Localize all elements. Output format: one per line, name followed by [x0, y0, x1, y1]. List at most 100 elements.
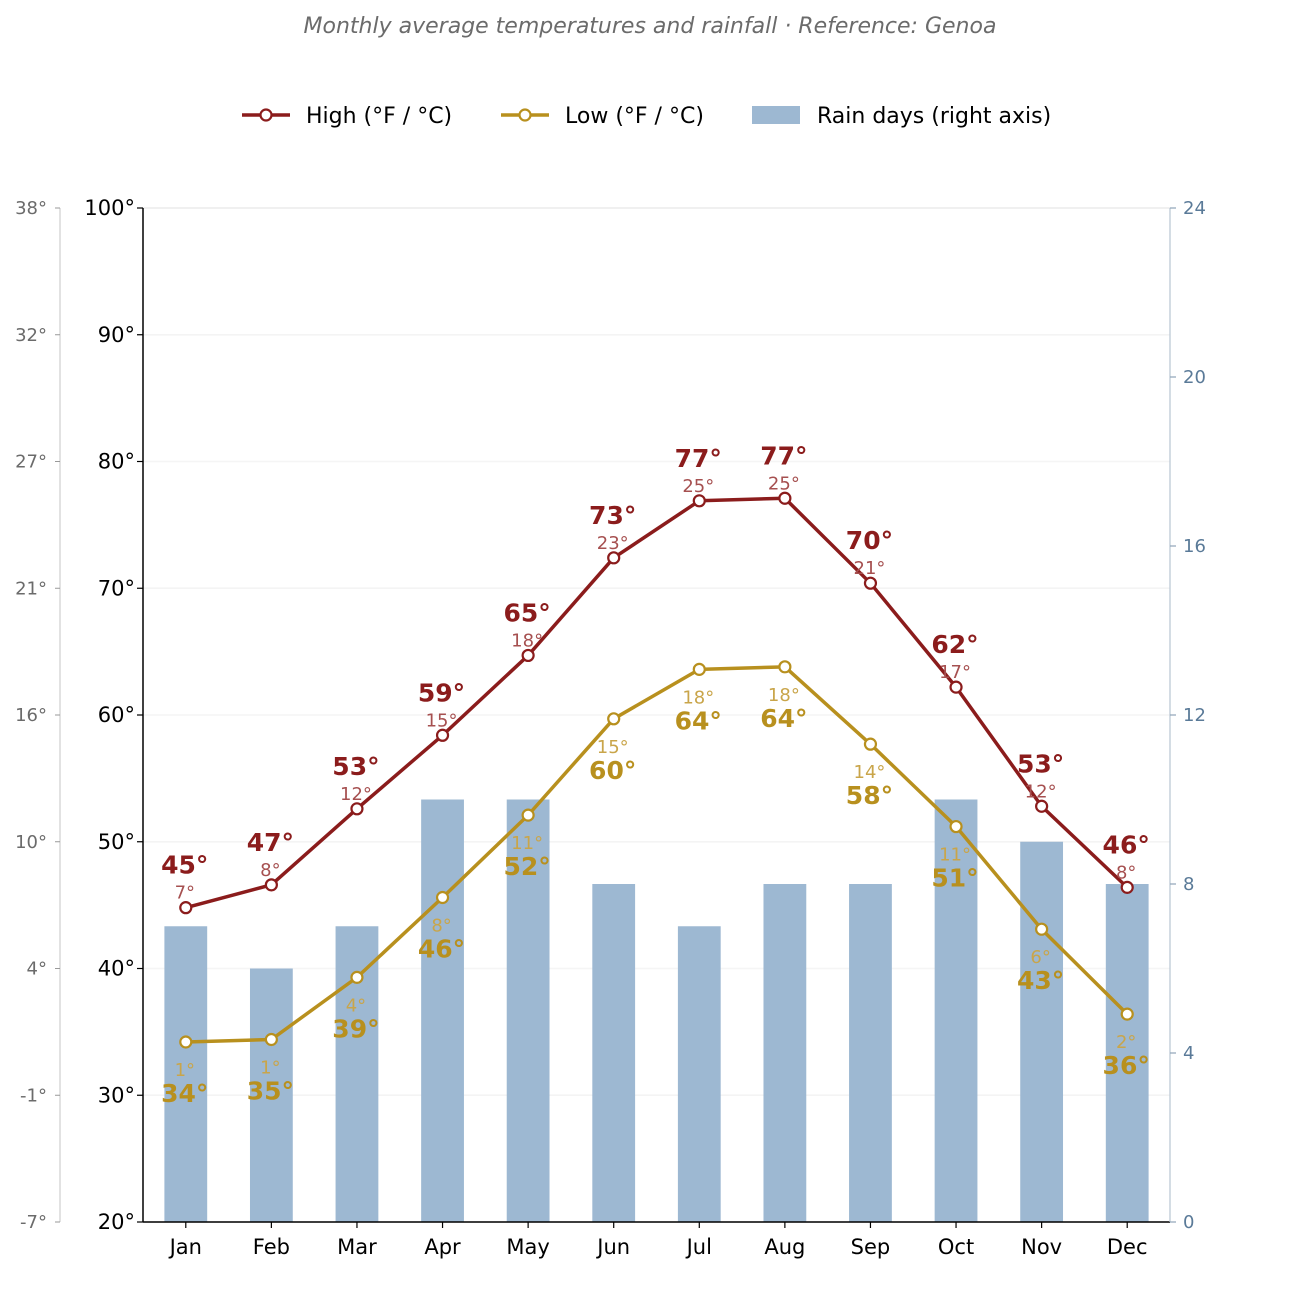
low-point-dec	[1120, 1007, 1134, 1021]
legend-rain-label: Rain days (right axis)	[817, 104, 1051, 129]
y-tick-label-right: 4	[1183, 1043, 1194, 1064]
high-label-c: 23°	[597, 533, 629, 554]
low-label-c: 14°	[854, 762, 886, 783]
x-tick-label-jun: Jun	[595, 1235, 630, 1259]
high-label-c: 25°	[768, 473, 800, 494]
low-label-f: 46°	[418, 935, 465, 964]
rain-bars	[164, 799, 1149, 1222]
rain-bar-apr	[421, 799, 464, 1222]
low-point-may	[521, 808, 535, 822]
low-label-f: 51°	[931, 864, 978, 893]
temperature-lines	[179, 491, 1134, 1049]
high-line	[185, 496, 1129, 910]
high-label-f: 77°	[760, 441, 807, 470]
high-point-aug	[778, 491, 792, 505]
high-point-jan	[179, 901, 193, 915]
high-point-may	[521, 648, 535, 663]
high-point-nov	[1035, 799, 1049, 813]
high-point-feb	[264, 878, 278, 892]
y-tick-label-left: 20°	[98, 1210, 135, 1234]
y-tick-label-celsius: 10°	[15, 832, 47, 853]
data-labels: 45° 7° 47° 8° 53° 12° 59° 15° 65° 18° 73° 23° 77° 25°…	[161, 441, 1150, 1108]
chart-title: Monthly average temperatures and rainfal…	[304, 14, 997, 39]
low-label-c: 18°	[682, 687, 714, 708]
y-tick-label-celsius: 21°	[15, 578, 47, 599]
high-point-jul	[692, 494, 706, 508]
y-tick-label-left: 90°	[98, 323, 135, 347]
legend-low-marker	[518, 108, 532, 122]
y-tick-label-right: 16	[1183, 536, 1206, 557]
low-label-f: 52°	[503, 852, 550, 881]
low-label-c: 15°	[597, 737, 629, 758]
low-label-f: 58°	[846, 781, 893, 810]
y-tick-label-celsius: 4°	[27, 959, 47, 980]
low-label-c: 18°	[768, 685, 800, 706]
high-point-sep	[863, 576, 878, 590]
high-label-f: 46°	[1103, 830, 1150, 859]
low-label-c: 8°	[431, 916, 451, 937]
low-point-oct	[949, 819, 963, 834]
low-label-c: 11°	[511, 833, 543, 854]
rain-bar-jun	[592, 884, 636, 1222]
x-tick-label-may: May	[506, 1235, 549, 1259]
y-tick-label-celsius: 27°	[15, 452, 47, 473]
legend-high-marker	[259, 108, 273, 122]
high-label-f: 65°	[503, 598, 550, 627]
high-point-oct	[949, 680, 963, 694]
y-tick-label-left: 60°	[98, 703, 135, 727]
rain-bar-oct	[934, 799, 978, 1222]
low-line	[185, 665, 1129, 1044]
x-tick-label-jul: Jul	[685, 1235, 712, 1259]
low-label-f: 43°	[1017, 966, 1064, 995]
high-label-c: 8°	[1116, 862, 1136, 883]
high-label-c: 7°	[175, 883, 195, 904]
axes: 20° 30° 40° 50° 60° 70° 80° 90° 100° -7° -1° 4° 10° 1…	[15, 196, 1206, 1259]
high-label-f: 70°	[846, 526, 893, 555]
high-label-c: 21°	[854, 558, 886, 579]
low-point-sep	[863, 737, 878, 751]
y-tick-label-celsius: 32°	[15, 325, 47, 346]
y-tick-label-left: 70°	[98, 576, 135, 600]
high-point-mar	[350, 802, 364, 816]
high-label-c: 8°	[260, 860, 280, 881]
low-label-c: 2°	[1116, 1032, 1136, 1053]
low-label-f: 34°	[161, 1079, 208, 1108]
y-tick-label-left: 50°	[98, 830, 135, 854]
y-tick-label-celsius: -1°	[20, 1085, 47, 1106]
legend-low-label: Low (°F / °C)	[565, 104, 704, 129]
x-tick-label-nov: Nov	[1021, 1235, 1062, 1259]
low-point-nov	[1035, 922, 1049, 936]
y-tick-label-celsius: -7°	[20, 1212, 47, 1233]
high-point-apr	[435, 728, 450, 742]
x-tick-label-feb: Feb	[253, 1235, 290, 1259]
high-label-f: 59°	[418, 678, 465, 707]
high-label-c: 18°	[511, 630, 543, 651]
legend-rain-swatch	[752, 106, 800, 124]
low-point-jun	[607, 712, 621, 726]
high-label-f: 47°	[247, 828, 294, 857]
rain-bar-jul	[677, 926, 721, 1222]
high-label-c: 12°	[1025, 781, 1057, 802]
rain-bar-mar	[335, 926, 379, 1222]
y-tick-label-right: 0	[1183, 1212, 1194, 1233]
low-label-c: 1°	[260, 1057, 280, 1078]
low-label-c: 1°	[175, 1060, 195, 1081]
low-label-f: 64°	[675, 706, 722, 735]
low-label-f: 64°	[760, 704, 807, 733]
y-tick-label-celsius: 16°	[15, 705, 47, 726]
x-tick-label-mar: Mar	[337, 1235, 377, 1259]
rain-bar-nov	[1020, 841, 1064, 1222]
gridlines	[143, 207, 1170, 1223]
rain-bar-jan	[164, 926, 208, 1222]
rain-bar-sep	[849, 884, 892, 1222]
high-point-jun	[607, 551, 621, 565]
low-point-apr	[435, 890, 450, 905]
low-point-jul	[692, 662, 706, 676]
y-tick-label-left: 40°	[98, 957, 135, 981]
high-label-f: 53°	[332, 752, 379, 781]
high-label-c: 17°	[939, 662, 971, 683]
legend: High (°F / °C) Low (°F / °C) Rain days (ri…	[242, 104, 1051, 129]
y-tick-label-right: 8	[1183, 874, 1194, 895]
high-label-c: 25°	[682, 476, 714, 497]
